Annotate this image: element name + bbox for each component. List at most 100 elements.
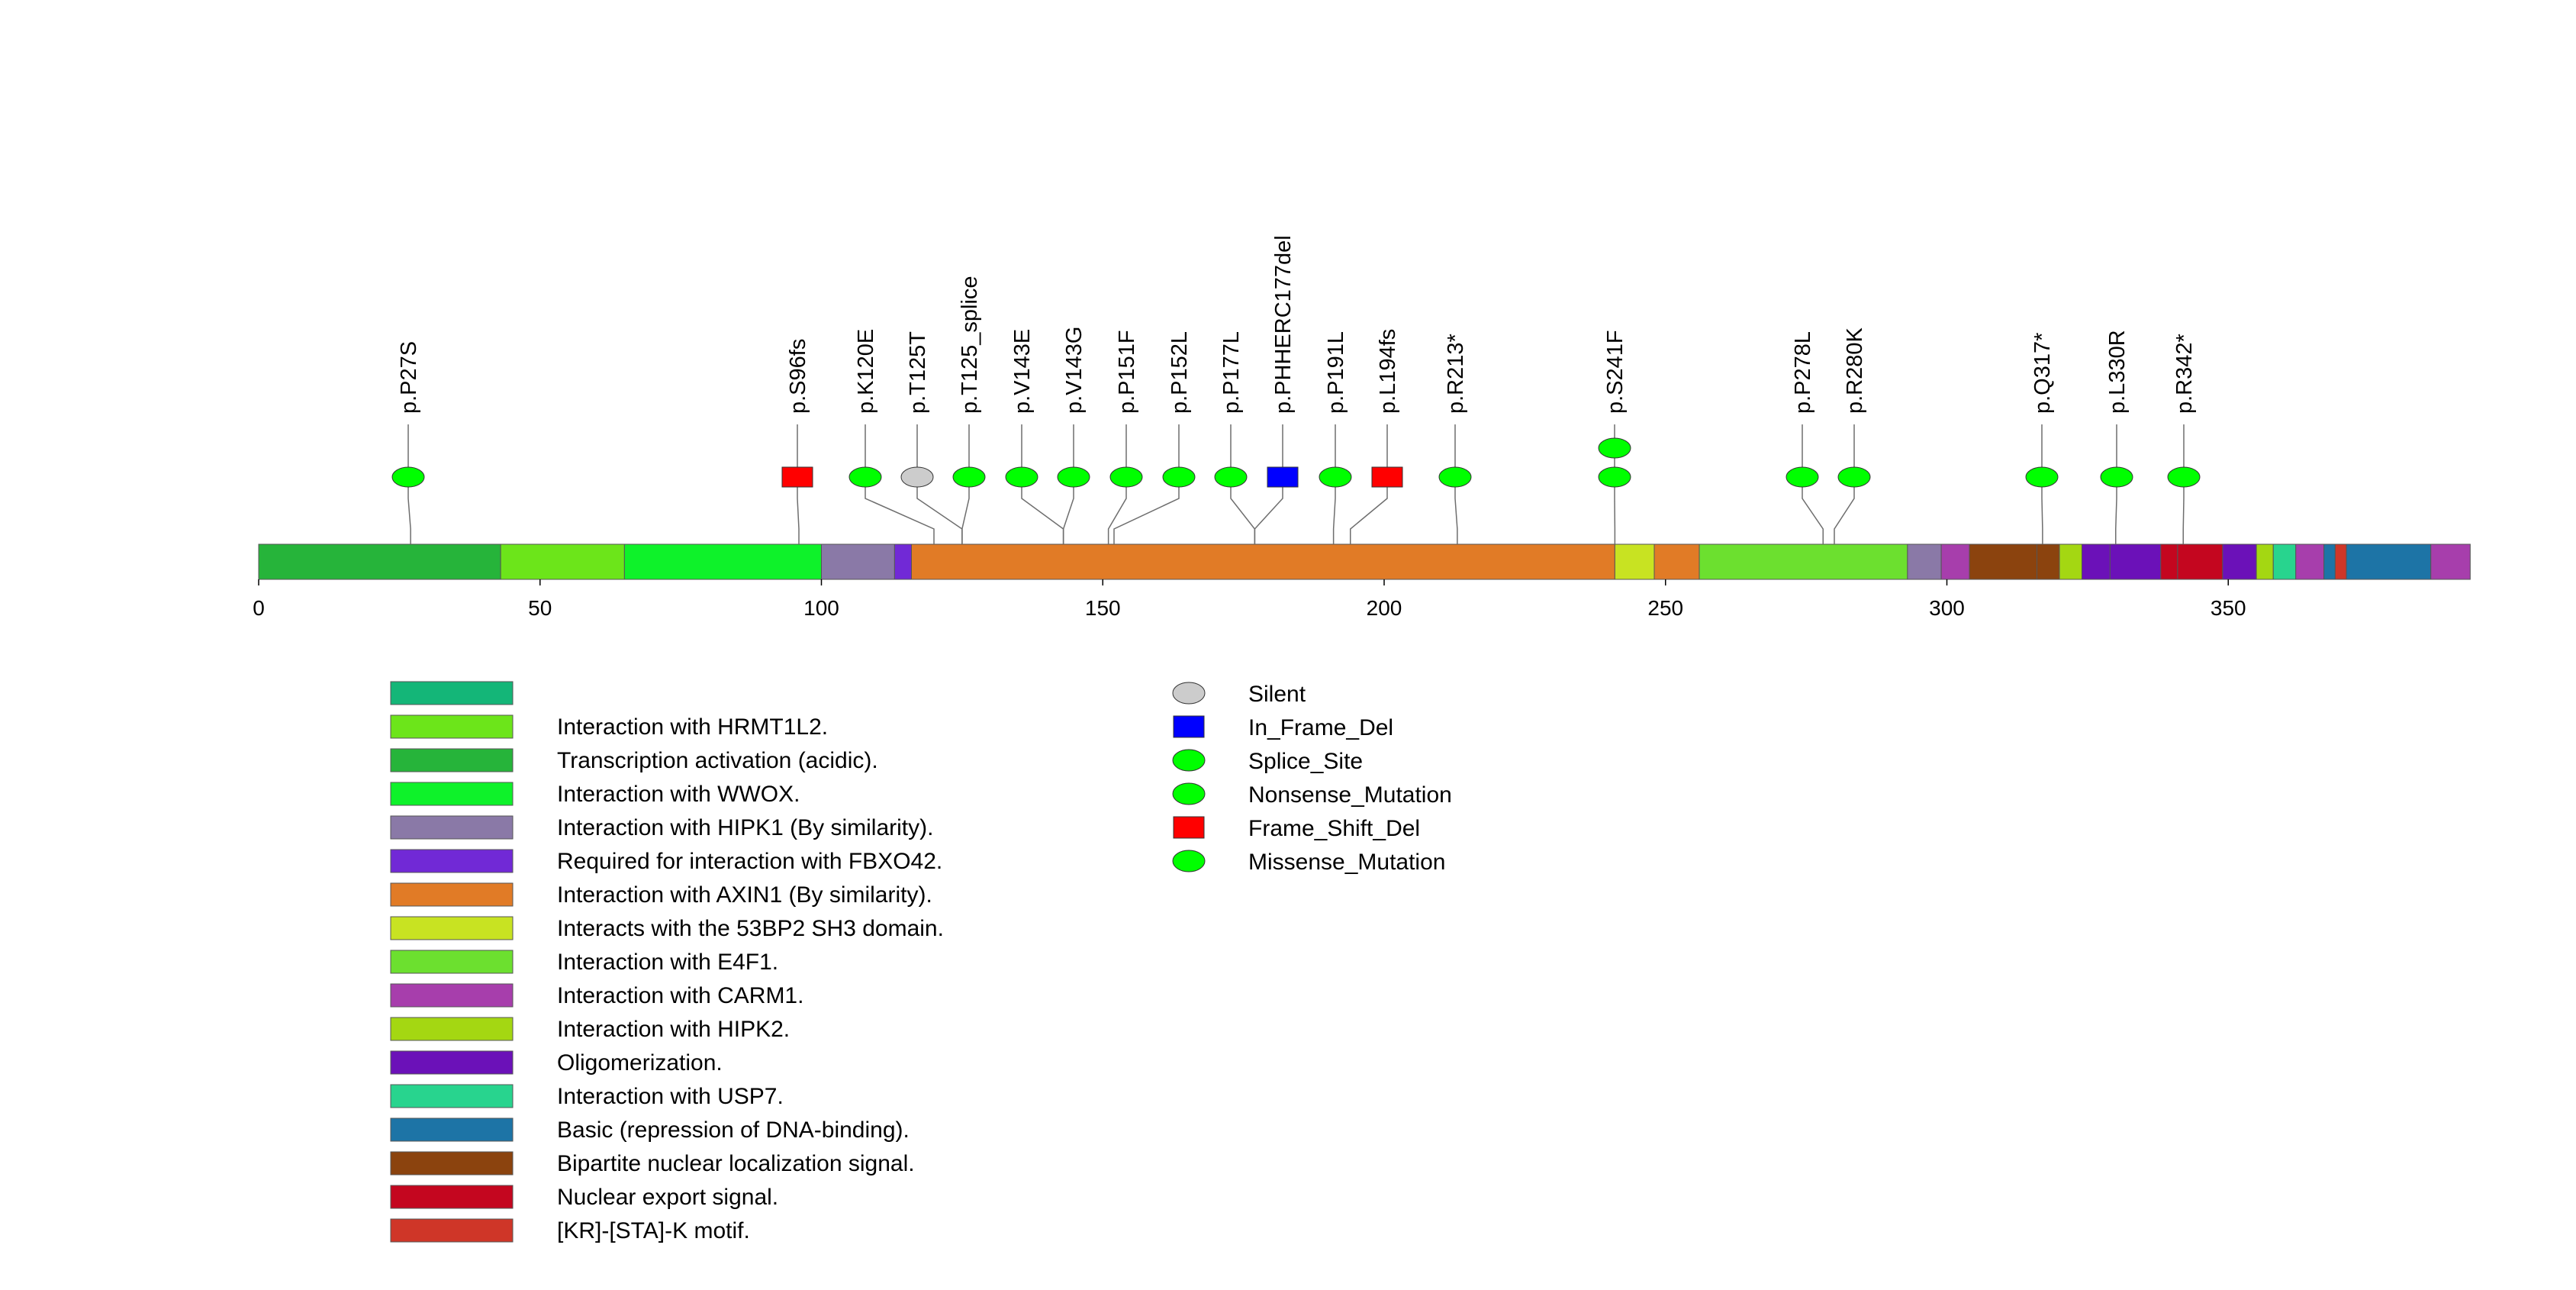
domain-legend-label: Interaction with HRMT1L2. <box>557 714 828 740</box>
domain-legend-swatch <box>390 1151 514 1176</box>
domain-segment <box>623 543 822 580</box>
domain-segment <box>2334 543 2347 580</box>
mutation-label: p.T125T <box>906 331 930 414</box>
domain-legend-label: Nuclear export signal. <box>557 1185 778 1210</box>
axis-tick-label: 300 <box>1929 596 1965 620</box>
domain-segment <box>2256 543 2274 580</box>
domain-legend-swatch <box>390 1050 514 1075</box>
mutation-label: p.L330R <box>2105 330 2130 414</box>
mutation-label: p.R342* <box>2172 334 2197 414</box>
domain-legend-label: [KR]-[STA]-K motif. <box>557 1218 750 1243</box>
domain-legend-swatch <box>390 1117 514 1142</box>
mutation-stem <box>2041 424 2043 544</box>
mutation-stem <box>1107 424 1127 544</box>
mutation-label: p.V143G <box>1062 327 1087 414</box>
mutation-stem <box>1834 424 1855 544</box>
type-legend-swatch <box>1172 782 1206 805</box>
domain-legend-label: Required for interaction with FBXO42. <box>557 849 942 874</box>
mutation-label: p.T125_splice <box>958 276 982 414</box>
mutation-label: p.R213* <box>1444 334 1468 414</box>
mutation-marker-ellipse <box>1162 466 1196 488</box>
mutation-stem <box>865 424 935 544</box>
type-legend-label: In_Frame_Del <box>1248 715 1393 740</box>
mutation-marker-rect <box>1371 466 1403 488</box>
domain-legend-swatch <box>390 916 514 940</box>
mutation-stem <box>961 424 970 544</box>
domain-legend-swatch <box>390 1185 514 1209</box>
mutation-marker-ellipse <box>1057 466 1090 488</box>
type-legend-swatch <box>1173 816 1205 839</box>
mutation-marker-ellipse <box>391 466 425 488</box>
mutation-label: p.S96fs <box>786 339 810 414</box>
mutation-stem <box>407 424 411 544</box>
mutation-stem <box>1332 424 1336 544</box>
domain-legend-label: Bipartite nuclear localization signal. <box>557 1151 915 1176</box>
domain-legend-swatch <box>390 815 514 840</box>
mutation-label: p.K120E <box>854 329 878 414</box>
mutation-marker-ellipse <box>1598 437 1631 459</box>
domain-legend-swatch <box>390 950 514 974</box>
domain-segment <box>894 543 912 580</box>
mutation-label: p.PHHERC177del <box>1271 235 1296 414</box>
type-legend-label: Splice_Site <box>1248 749 1363 774</box>
axis-tick-label: 50 <box>528 596 552 620</box>
domain-legend-swatch <box>390 714 514 739</box>
domain-segment <box>1969 543 2037 580</box>
domain-legend-label: Interacts with the 53BP2 SH3 domain. <box>557 916 944 941</box>
mutation-marker-ellipse <box>1319 466 1352 488</box>
mutation-marker-ellipse <box>2025 466 2059 488</box>
axis-tick-label: 200 <box>1367 596 1402 620</box>
mutation-stem <box>1350 424 1388 544</box>
type-legend-swatch <box>1173 715 1205 738</box>
domain-legend-label: Transcription activation (acidic). <box>557 748 878 773</box>
domain-segment <box>1653 543 1700 580</box>
mutation-marker-rect <box>781 466 813 488</box>
domain-legend-swatch <box>390 882 514 907</box>
domain-segment <box>911 543 1615 580</box>
domain-segment <box>2177 543 2223 580</box>
mutation-marker-ellipse <box>1438 466 1472 488</box>
domain-legend-swatch <box>390 748 514 772</box>
mutation-label: p.P27S <box>397 341 421 414</box>
domain-segment <box>1699 543 1908 580</box>
mutation-label: p.P177L <box>1219 331 1244 414</box>
type-legend-label: Missense_Mutation <box>1248 850 1445 875</box>
domain-legend-label: Interaction with HIPK1 (By similarity). <box>557 815 933 840</box>
axis-tick-label: 250 <box>1647 596 1683 620</box>
mutation-label: p.P191L <box>1324 331 1348 414</box>
domain-legend-label: Oligomerization. <box>557 1050 723 1076</box>
domain-legend-label: Interaction with AXIN1 (By similarity). <box>557 882 932 908</box>
domain-segment <box>2323 543 2336 580</box>
domain-legend-swatch <box>390 782 514 806</box>
mutation-marker-ellipse <box>2167 466 2201 488</box>
mutation-marker-ellipse <box>1109 466 1143 488</box>
mutation-stem <box>1113 424 1180 544</box>
domain-segment <box>2160 543 2178 580</box>
domain-segment <box>2346 543 2432 580</box>
mutation-marker-ellipse <box>1005 466 1038 488</box>
mutation-label: p.L194fs <box>1376 329 1400 414</box>
domain-legend-label: Interaction with CARM1. <box>557 983 803 1008</box>
domain-legend-label: Interaction with HIPK2. <box>557 1017 790 1042</box>
domain-legend-swatch <box>390 983 514 1008</box>
mutation-marker-ellipse <box>1214 466 1248 488</box>
mutation-marker-ellipse <box>1785 466 1819 488</box>
domain-segment <box>2430 543 2471 580</box>
mutation-marker-ellipse <box>952 466 986 488</box>
axis-tick-label: 100 <box>803 596 839 620</box>
mutation-stem <box>2182 424 2185 544</box>
domain-legend-swatch <box>390 681 514 705</box>
mutation-stem <box>797 424 800 544</box>
domain-segment <box>500 543 625 580</box>
axis-tick-label: 0 <box>253 596 265 620</box>
mutation-marker-ellipse <box>1598 466 1631 488</box>
domain-legend-swatch <box>390 1017 514 1041</box>
mutation-label: p.V143E <box>1010 329 1035 414</box>
mutation-stem <box>1802 424 1824 544</box>
mutation-marker-ellipse <box>2100 466 2133 488</box>
domain-segment <box>2082 543 2111 580</box>
domain-segment <box>2109 543 2162 580</box>
domain-legend-label: Interaction with WWOX. <box>557 782 800 807</box>
